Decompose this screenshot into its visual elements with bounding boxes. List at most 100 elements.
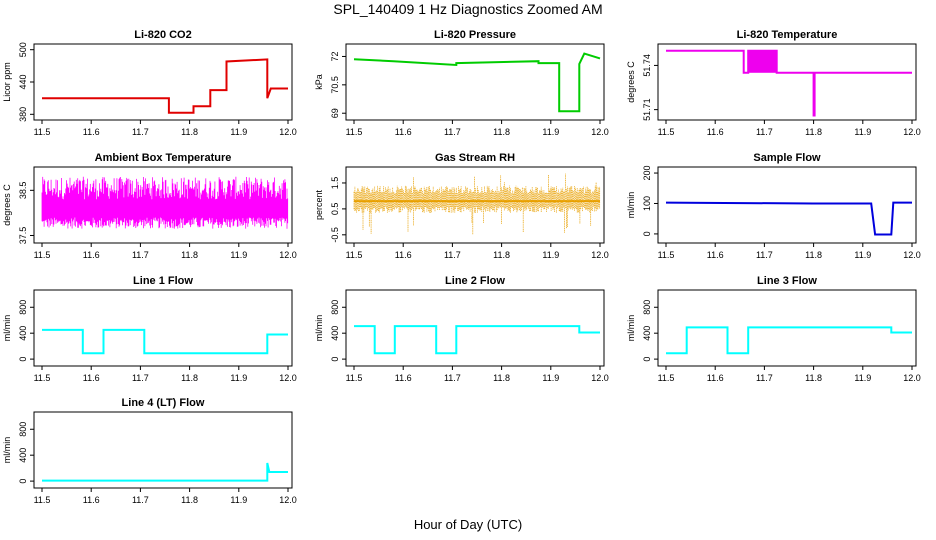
y-tick-label: 37.5 <box>18 227 28 245</box>
x-tick-label: 12.0 <box>279 250 297 260</box>
x-tick-label: 11.5 <box>34 373 51 383</box>
panel-frame <box>345 166 605 244</box>
x-tick-label: 11.5 <box>658 373 675 383</box>
y-tick-label: 500 <box>18 42 28 57</box>
x-tick-label: 11.5 <box>34 250 51 260</box>
y-tick-label: 0 <box>18 479 28 484</box>
x-tick-label: 11.8 <box>493 250 510 260</box>
noise-trace <box>41 176 289 229</box>
panel-4: Ambient Box Temperature degrees C 11.5 11.6… <box>2 152 297 260</box>
x-tick-label: 11.8 <box>805 127 822 137</box>
y-tick-label: 200 <box>642 166 652 181</box>
x-tick-label: 12.0 <box>279 495 297 505</box>
y-axis-label: ml/min <box>626 192 636 219</box>
series-line <box>42 328 288 355</box>
series-area <box>42 462 288 482</box>
y-tick-label: 800 <box>18 300 28 315</box>
panel-8: Line 2 Flow ml/min 11.5 11.6 11.7 11.8 11.9 12.… <box>314 275 609 383</box>
x-tick-label: 11.5 <box>34 127 51 137</box>
x-tick-label: 11.8 <box>805 250 822 260</box>
x-tick-label: 11.7 <box>756 250 773 260</box>
panel-title: Li-820 Temperature <box>737 29 838 41</box>
panel-10: Line 4 (LT) Flow ml/min 11.5 11.6 11.7 11.8 11… <box>2 397 297 505</box>
panel-frame <box>33 411 293 489</box>
series-area <box>354 325 600 355</box>
figure-title: SPL_140409 1 Hz Diagnostics Zoomed AM <box>333 1 603 17</box>
panel-title: Sample Flow <box>753 152 821 164</box>
panel-frame <box>657 166 917 244</box>
panel-frame <box>33 166 293 244</box>
y-tick-label: 72 <box>330 51 340 61</box>
panel-frame <box>657 289 917 367</box>
x-tick-label: 11.9 <box>542 250 559 260</box>
x-tick-label: 11.8 <box>805 373 822 383</box>
x-tick-label: 11.9 <box>230 373 247 383</box>
panel-title: Line 1 Flow <box>133 275 193 287</box>
x-tick-label: 12.0 <box>591 373 609 383</box>
x-tick-label: 11.8 <box>181 127 198 137</box>
panel-frame <box>345 43 605 121</box>
panel-title: Line 2 Flow <box>445 275 505 287</box>
series-area <box>42 328 288 355</box>
panel-frame <box>33 289 293 367</box>
x-tick-label: 11.9 <box>854 250 871 260</box>
y-tick-label: 800 <box>330 300 340 315</box>
series-line <box>665 201 912 236</box>
oscillation-band <box>748 50 777 73</box>
series-area <box>353 173 601 235</box>
x-tick-label: 11.9 <box>230 127 247 137</box>
panel-title: Li-820 Pressure <box>434 29 516 41</box>
y-tick-label: -0.5 <box>330 227 340 243</box>
y-tick-label: 400 <box>330 326 340 341</box>
x-tick-label: 12.0 <box>903 373 921 383</box>
y-axis-label: ml/min <box>314 315 324 342</box>
y-tick-label: 400 <box>18 326 28 341</box>
x-tick-label: 11.8 <box>493 127 510 137</box>
panel-title: Li-820 CO2 <box>134 29 191 41</box>
x-tick-label: 11.7 <box>132 373 149 383</box>
y-tick-label: 69 <box>330 108 340 118</box>
x-tick-label: 11.9 <box>542 127 559 137</box>
x-tick-label: 12.0 <box>903 127 921 137</box>
series-area <box>42 58 288 114</box>
series-area <box>666 326 912 355</box>
y-axis-label: ml/min <box>2 437 12 464</box>
x-tick-label: 11.9 <box>230 495 247 505</box>
x-tick-label: 11.9 <box>854 127 871 137</box>
series-line <box>42 58 288 114</box>
x-tick-label: 12.0 <box>591 250 609 260</box>
x-tick-label: 11.9 <box>854 373 871 383</box>
x-tick-label: 11.7 <box>444 127 461 137</box>
x-tick-label: 11.9 <box>230 250 247 260</box>
x-tick-label: 11.7 <box>132 495 149 505</box>
panel-title: Ambient Box Temperature <box>95 152 232 164</box>
figure-x-axis-label: Hour of Day (UTC) <box>413 517 523 532</box>
x-tick-label: 11.6 <box>83 373 100 383</box>
x-tick-label: 11.8 <box>181 495 198 505</box>
x-tick-label: 11.6 <box>707 127 724 137</box>
x-tick-label: 11.6 <box>83 127 100 137</box>
x-tick-label: 12.0 <box>903 250 921 260</box>
y-axis-label: ml/min <box>626 315 636 342</box>
x-tick-label: 11.8 <box>181 373 198 383</box>
x-tick-label: 11.7 <box>132 127 149 137</box>
y-tick-label: 51.74 <box>642 54 652 77</box>
y-tick-label: 0 <box>642 231 652 236</box>
x-tick-label: 11.8 <box>493 373 510 383</box>
y-axis-label: degrees C <box>2 184 12 226</box>
y-tick-label: 51.71 <box>642 98 652 121</box>
series-line <box>353 52 601 113</box>
panel-5: Gas Stream RH percent 11.5 11.6 11.7 11.8 11.9… <box>314 152 609 260</box>
panel-frame <box>345 289 605 367</box>
x-tick-label: 11.7 <box>132 250 149 260</box>
panel-9: Line 3 Flow ml/min 11.5 11.6 11.7 11.8 11.9 12.… <box>626 275 921 383</box>
series-line <box>42 462 288 482</box>
x-tick-label: 12.0 <box>279 373 297 383</box>
panel-frame <box>33 43 293 121</box>
series-area <box>666 49 912 117</box>
series-area <box>41 176 289 229</box>
panel-2: Li-820 Pressure kPa 11.5 11.6 11.7 11.8 11.9 12… <box>314 29 609 137</box>
x-tick-label: 11.6 <box>395 250 412 260</box>
